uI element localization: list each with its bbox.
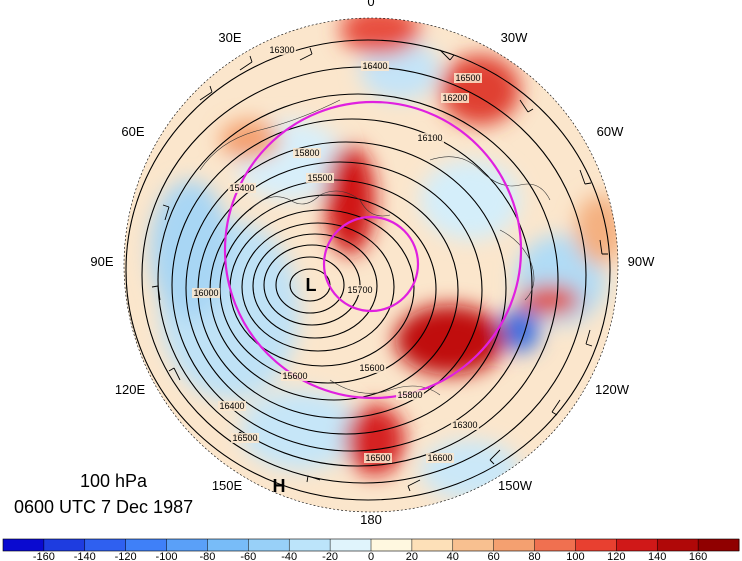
contour-label-bg — [306, 173, 334, 183]
contour-label: 16500 — [365, 453, 390, 463]
longitude-label-180: 180 — [360, 512, 382, 527]
contour-label-bg — [441, 93, 469, 103]
colorbar-tick-label: 100 — [566, 551, 584, 561]
contour-label-bg — [346, 285, 374, 295]
contour-label: 15600 — [282, 371, 307, 381]
colorbar-swatch — [616, 539, 658, 551]
colorbar-tick-label: 140 — [648, 551, 666, 561]
contour-label-bg — [231, 433, 259, 443]
contour-label: 16400 — [219, 401, 244, 411]
latitude-circle-inner — [322, 215, 420, 313]
colorbar-swatch — [207, 539, 249, 551]
anomaly-shading — [124, 18, 618, 512]
colorbar-tick-label: 40 — [447, 551, 459, 561]
contour-label: 15700 — [347, 285, 372, 295]
latitude-circles — [223, 100, 523, 400]
longitude-label-0: 0 — [367, 0, 374, 9]
longitude-label-60W: 60W — [597, 124, 624, 139]
caption-level: 100 hPa — [80, 471, 148, 491]
colorbar-swatch — [534, 539, 576, 551]
colorbar-swatch — [248, 539, 290, 551]
contour-label-bg — [293, 148, 321, 158]
longitude-label-30E: 30E — [218, 30, 241, 45]
contour-label-bg — [228, 183, 256, 193]
contour-label-bg — [281, 371, 309, 381]
contour-label: 16500 — [455, 73, 480, 83]
contour-label-bg — [451, 420, 479, 430]
contour-label-bg — [416, 133, 444, 143]
contour-label: 16600 — [427, 453, 452, 463]
contour-label: 16300 — [269, 45, 294, 55]
contour-label-bg — [454, 73, 482, 83]
longitude-label-90W: 90W — [628, 254, 655, 269]
contour-label-bg — [268, 45, 296, 55]
contour-label: 16000 — [193, 288, 218, 298]
colorbar-swatch — [3, 539, 45, 551]
pressure-symbol-high: H — [273, 476, 286, 496]
colorbar-tick-label: 80 — [528, 551, 540, 561]
contour-label-bg — [218, 401, 246, 411]
contour-label-bg — [361, 61, 389, 71]
contour-label-bg — [364, 453, 392, 463]
caption-time: 0600 UTC 7 Dec 1987 — [14, 497, 194, 517]
contour-label: 15400 — [229, 183, 254, 193]
contour-label-bg — [358, 363, 386, 373]
colorbar: -160 -140 -120 -100 -80 -60 -40 -20 0 20 40 60 80 100… — [2, 538, 740, 561]
colorbar-tick-label: 0 — [368, 551, 374, 561]
colorbar-swatch — [452, 539, 495, 551]
longitude-label-60E: 60E — [121, 124, 144, 139]
colorbar-tick-label: -140 — [74, 551, 96, 561]
colorbar-tick-label: -160 — [33, 551, 55, 561]
contour-label: 16400 — [362, 61, 387, 71]
longitude-label-150W: 150W — [498, 478, 533, 493]
pressure-systems: LH — [273, 275, 317, 496]
contour-label: 16200 — [442, 93, 467, 103]
longitude-label-30W: 30W — [501, 30, 528, 45]
colorbar-swatch — [657, 539, 699, 551]
longitude-label-120E: 120E — [115, 382, 146, 397]
colorbar-tick-label: 20 — [406, 551, 418, 561]
colorbar-swatch — [43, 539, 86, 551]
colorbar-swatch — [698, 539, 740, 551]
colorbar-tick-label: -80 — [199, 551, 215, 561]
contour-label: 15800 — [397, 390, 422, 400]
colorbar-tick-label: 60 — [488, 551, 500, 561]
colorbar-tick-label: 120 — [607, 551, 625, 561]
contour-label: 16500 — [232, 433, 257, 443]
colorbar-tick-label: -40 — [281, 551, 297, 561]
colorbar-swatch — [166, 539, 208, 551]
contour-labels: 16300 16400 16500 16200 16100 15800 15500 15400… — [192, 45, 482, 463]
longitude-label-90E: 90E — [90, 254, 113, 269]
latitude-circle-outer — [223, 100, 523, 400]
colorbar-tick-label: -60 — [240, 551, 256, 561]
colorbar-tick-label: -100 — [156, 551, 178, 561]
contour-label: 15500 — [307, 173, 332, 183]
colorbar-tick-label: -120 — [115, 551, 137, 561]
colorbar-swatch — [411, 539, 454, 551]
contour-label-bg — [426, 453, 454, 463]
map-frame — [123, 17, 619, 513]
pressure-symbol-low: L — [306, 275, 317, 295]
contour-label: 16300 — [452, 420, 477, 430]
contour-label-bg — [396, 390, 424, 400]
colorbar-tick-label: 160 — [689, 551, 707, 561]
contour-label: 15600 — [359, 363, 384, 373]
colorbar-swatch — [125, 539, 168, 551]
colorbar-swatch — [575, 539, 617, 551]
contour-label: 15800 — [294, 148, 319, 158]
contour-label-bg — [192, 288, 220, 298]
colorbar-swatch — [493, 539, 536, 551]
longitude-label-150E: 150E — [212, 478, 243, 493]
longitude-labels: 0 30W 60W 90W 120W 150W 180 150E 120E 90E 60E 30E — [90, 0, 655, 527]
colorbar-swatch — [289, 539, 331, 551]
contour-label: 16100 — [417, 133, 442, 143]
colorbar-swatch — [84, 539, 127, 551]
colorbar-tick-label: -20 — [322, 551, 338, 561]
colorbar-swatch — [371, 539, 413, 551]
colorbar-swatch — [330, 539, 372, 551]
longitude-label-120W: 120W — [595, 382, 630, 397]
